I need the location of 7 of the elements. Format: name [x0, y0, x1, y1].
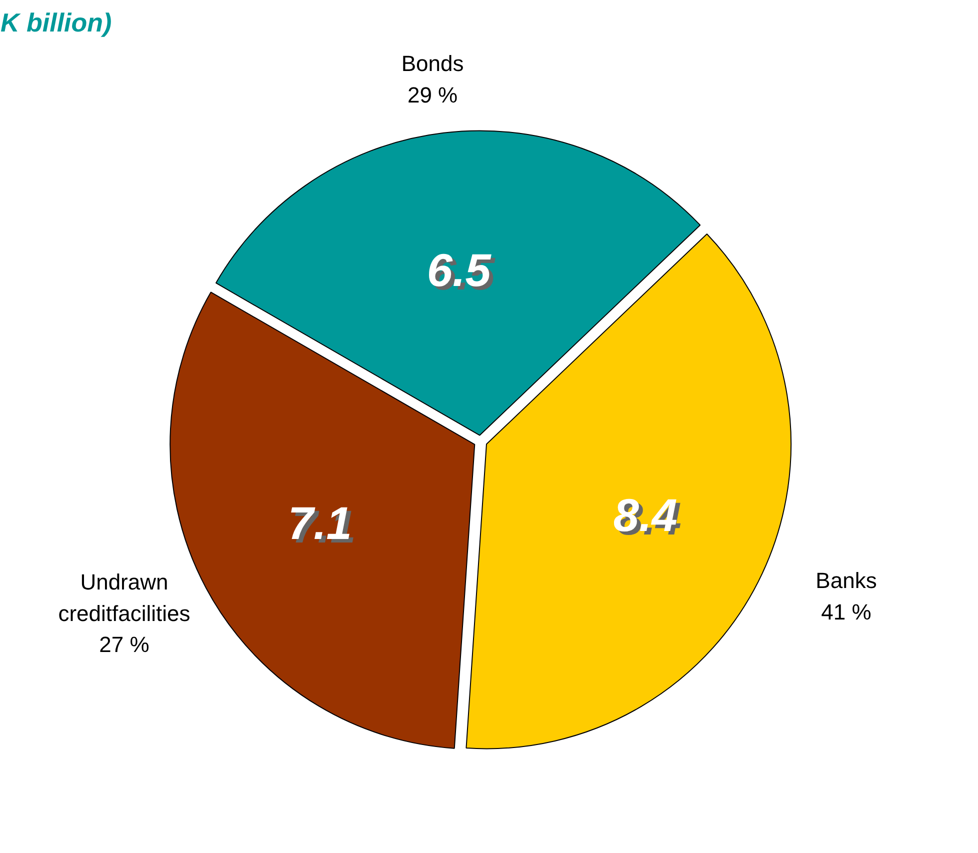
slice-label: Banks: [816, 568, 877, 594]
chart-title: K billion): [0, 8, 112, 38]
text: 41 %: [821, 599, 872, 624]
slice-label: Undrawn creditfacilities: [58, 570, 190, 626]
text: 27 %: [99, 632, 150, 658]
text: 29 %: [407, 82, 458, 108]
slice-label: Bonds: [401, 51, 464, 76]
